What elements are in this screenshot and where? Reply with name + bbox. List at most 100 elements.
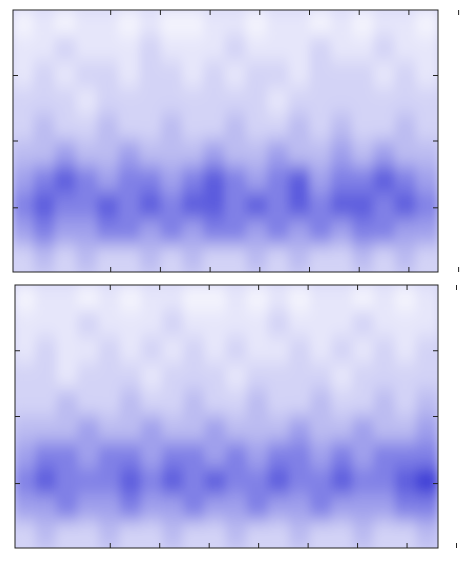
contour-cell xyxy=(373,468,397,497)
contour-cell xyxy=(119,389,143,418)
contour-cell xyxy=(225,336,249,365)
contour-cell xyxy=(160,35,184,64)
contour-cell xyxy=(224,35,248,64)
contour-cell xyxy=(77,362,101,392)
contour-cell xyxy=(33,87,57,116)
contour-cell xyxy=(56,441,80,471)
contour-cell xyxy=(33,166,57,195)
contour-cell xyxy=(267,441,291,471)
contour-cell xyxy=(97,140,121,169)
contour-cell xyxy=(394,113,418,142)
contour-cell xyxy=(118,10,142,38)
contour-cell xyxy=(160,61,184,90)
contour-cell xyxy=(352,468,376,497)
contour-cell xyxy=(182,61,206,90)
contour-cell xyxy=(267,192,291,221)
contour-cell xyxy=(98,415,122,444)
contour-cell xyxy=(310,520,334,548)
contour-cell xyxy=(224,192,248,221)
contour-cell xyxy=(246,520,270,548)
contour-cell xyxy=(162,389,186,418)
contour-cell xyxy=(415,310,438,339)
contour-cell xyxy=(54,87,78,116)
contour-cell xyxy=(13,218,36,247)
contour-cell xyxy=(309,113,333,142)
contour-cell xyxy=(139,113,163,142)
contour-cell xyxy=(352,244,376,272)
contour-cell xyxy=(288,87,312,116)
contour-cell xyxy=(415,244,438,272)
contour-cell xyxy=(160,87,184,116)
contour-cell xyxy=(203,87,227,116)
contour-cell xyxy=(394,415,418,444)
contour-cell xyxy=(97,192,121,221)
contour-cell xyxy=(245,166,269,195)
contour-cell xyxy=(225,362,249,392)
contour-cell xyxy=(352,35,376,64)
contour-cell xyxy=(75,10,99,38)
contour-cell xyxy=(203,192,227,221)
contour-cell xyxy=(267,10,291,38)
contour-cell xyxy=(118,87,142,116)
contour-cell xyxy=(245,218,269,247)
contour-cell xyxy=(15,389,38,418)
contour-cell xyxy=(139,61,163,90)
contour-cell xyxy=(373,494,397,523)
contour-cell xyxy=(394,244,418,272)
contour-cell xyxy=(331,362,355,392)
contour-cell xyxy=(309,140,333,169)
contour-cell xyxy=(352,10,376,38)
contour-cell xyxy=(98,468,122,497)
contour-cell xyxy=(204,494,228,523)
contour-cell xyxy=(97,87,121,116)
contour-cell xyxy=(245,10,269,38)
contour-cell xyxy=(246,415,270,444)
contour-cell xyxy=(246,310,270,339)
contour-cell xyxy=(13,244,36,272)
contour-cell xyxy=(118,244,142,272)
contour-cell xyxy=(267,140,291,169)
contour-cell xyxy=(267,35,291,64)
contour-cell xyxy=(77,468,101,497)
contour-cell xyxy=(330,87,354,116)
contour-cell xyxy=(352,389,376,418)
contour-cell xyxy=(98,285,122,313)
contour-cell xyxy=(373,362,397,392)
contour-cell xyxy=(309,166,333,195)
contour-cell xyxy=(75,140,99,169)
contour-cell xyxy=(56,336,80,365)
contour-cell xyxy=(330,192,354,221)
contour-cell xyxy=(309,61,333,90)
contour-cell xyxy=(352,285,376,313)
contour-cell xyxy=(119,415,143,444)
contour-cell xyxy=(288,494,313,523)
contour-cell xyxy=(162,415,186,444)
contour-cell xyxy=(56,468,80,497)
contour-cell xyxy=(267,166,291,195)
contour-cell xyxy=(35,441,59,471)
contour-cell xyxy=(162,520,186,548)
contour-cell xyxy=(373,140,397,169)
contour-cell xyxy=(330,35,354,64)
contour-cell xyxy=(224,87,248,116)
contour-cell xyxy=(160,10,184,38)
contour-cell xyxy=(331,441,355,471)
contour-cell xyxy=(245,244,269,272)
contour-cell xyxy=(415,362,438,392)
contour-cell xyxy=(33,244,57,272)
contour-cell xyxy=(54,166,78,195)
contour-cell xyxy=(204,336,228,365)
contour-cell xyxy=(352,140,376,169)
contour-cell xyxy=(183,310,207,339)
contour-cell xyxy=(394,468,418,497)
contour-cell xyxy=(140,389,165,418)
contour-cell xyxy=(204,415,228,444)
axis-ticks xyxy=(13,10,460,272)
contour-cell xyxy=(309,218,333,247)
contour-cell xyxy=(394,166,418,195)
contour-cell xyxy=(288,520,313,548)
contour-cell xyxy=(162,441,186,471)
contour-cell xyxy=(54,10,78,38)
contour-cell xyxy=(98,362,122,392)
contour-cell xyxy=(373,10,397,38)
